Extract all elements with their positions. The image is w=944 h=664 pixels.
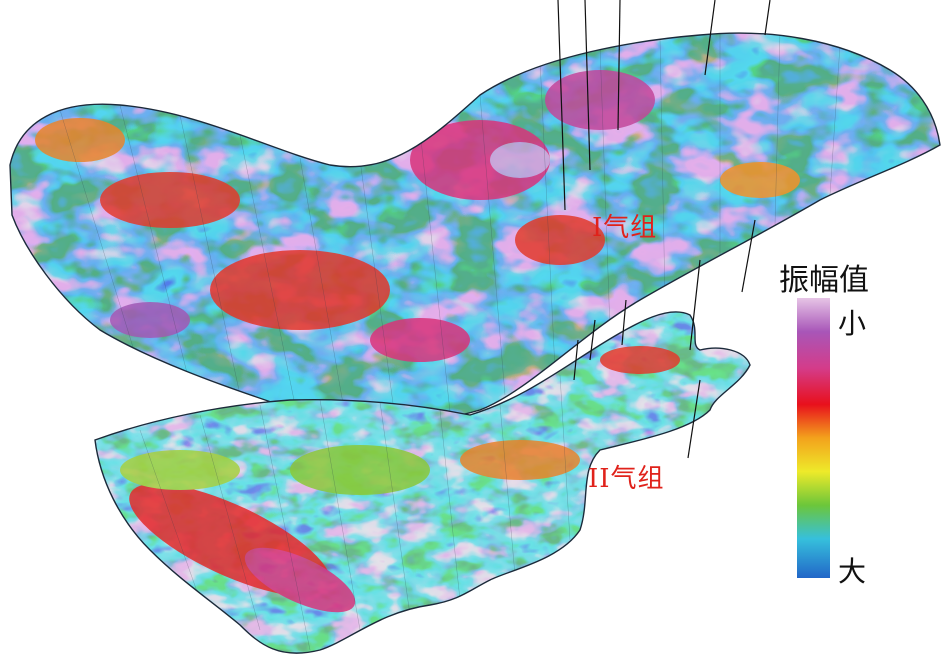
legend-top-label: 小 [838,307,867,340]
upper-zone-label: I气组 [592,213,658,243]
well-lines [557,0,771,459]
lower-zone-label: II气组 [588,464,665,494]
lower-zone-outline [94,311,751,654]
legend-title: 振幅值 [779,263,869,298]
legend-bottom-label: 大 [838,555,867,588]
legend-color-bar [797,298,830,578]
